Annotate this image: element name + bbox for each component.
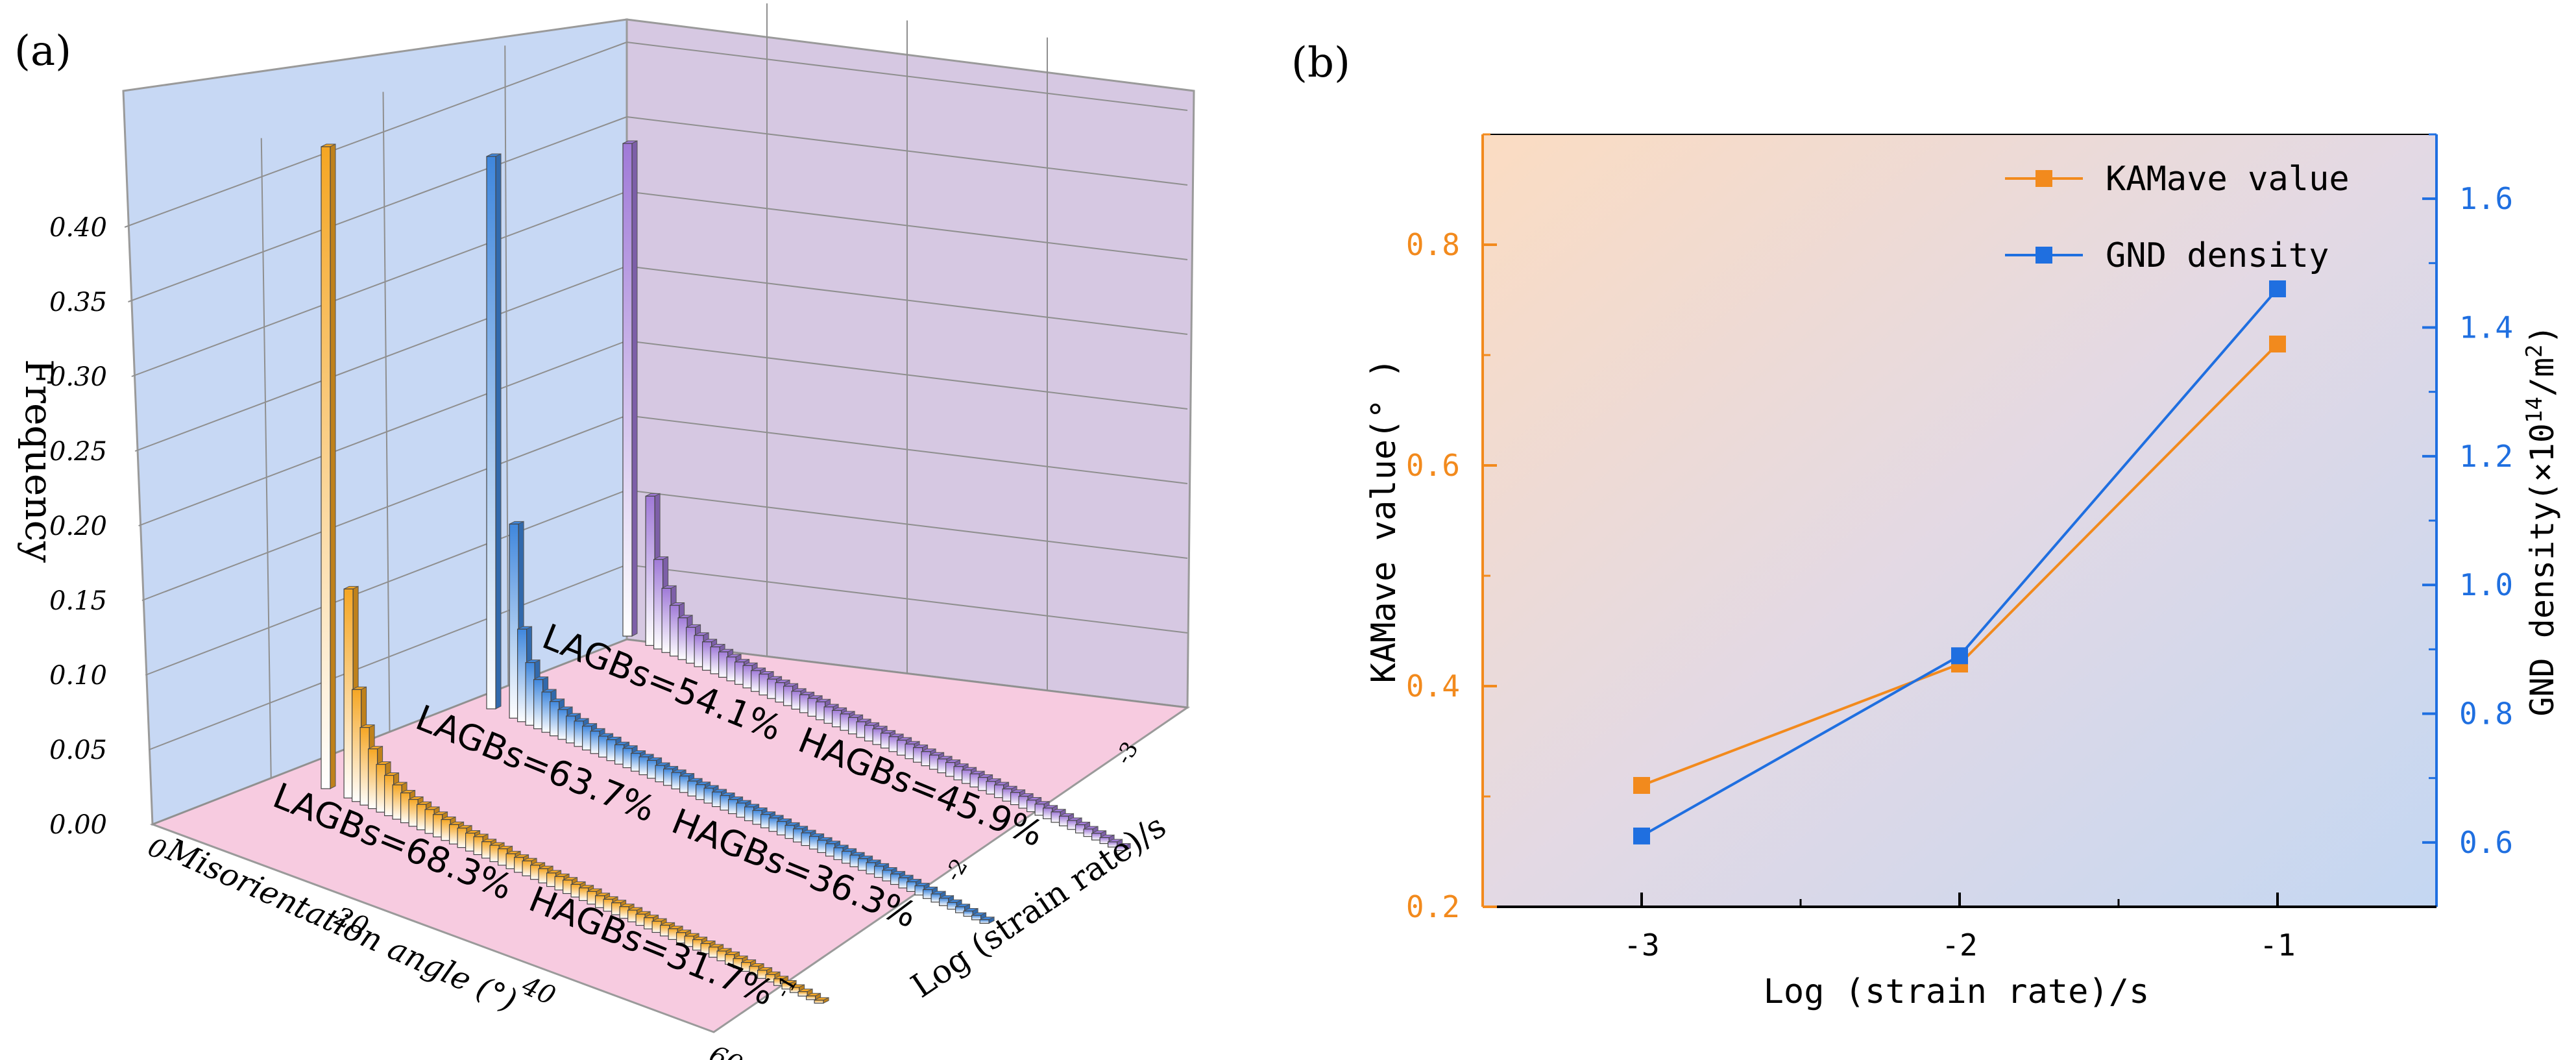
x-tick-label: -1	[2259, 928, 2295, 963]
panel-b-label: (b)	[1291, 39, 1350, 87]
bar	[486, 153, 502, 709]
legend-marker-gnd	[2035, 247, 2052, 264]
y2-title-unit: /m	[2523, 358, 2561, 397]
panel-a-label: (a)	[14, 27, 71, 75]
y-tick-label: 0.8	[1406, 227, 1460, 262]
y-tick-label: 0.40	[49, 213, 107, 243]
y-tick-label: 0.4	[1406, 669, 1460, 704]
y-tick-label: 0.35	[49, 288, 107, 317]
y-axis-title: Frequency	[17, 359, 61, 563]
bar-series	[486, 153, 995, 924]
y-tick-label: 0.30	[49, 362, 107, 392]
x-tick-label: -2	[1941, 928, 1977, 963]
tick-labels: 0.000.050.100.150.200.250.300.350.400204…	[49, 213, 1144, 1060]
y-gridline	[128, 116, 627, 302]
y2-title-exp: 14	[2521, 397, 2547, 423]
x-gridline-wall	[504, 45, 509, 686]
y2-title-exp2: 2	[2521, 344, 2547, 357]
y2-tick-label: 1.4	[2459, 310, 2513, 345]
bar	[979, 916, 995, 924]
y-gridline	[141, 415, 627, 601]
data-point	[1633, 777, 1650, 794]
data-point	[2269, 280, 2286, 297]
x-axis-title-b: Log (strain rate)/s	[1764, 972, 2150, 1011]
legend-marker-kam	[2035, 170, 2052, 187]
y-tick-label: 0.05	[49, 735, 107, 765]
y-tick-label: 0.00	[49, 810, 107, 840]
y-tick-label: 0.25	[49, 437, 107, 467]
y2-tick-label: 0.8	[2459, 696, 2513, 732]
data-point	[2269, 336, 2286, 352]
bar-series	[321, 143, 829, 1004]
x-tick-label: 40	[517, 970, 560, 1011]
x-gridline-wall	[382, 92, 391, 732]
y2-title-main: GND density(×10	[2523, 423, 2561, 717]
y-tick-label: 0.20	[49, 512, 107, 541]
y2-axis-title-b: GND density(×1014/m2)	[2521, 325, 2561, 716]
panel-b: (b) 0.2 0.4 0.6 0.8 0.6 0.8 1.0 1.2 1.4 1.6 -3 -2 -1…	[1291, 39, 2561, 1011]
bar-series	[622, 140, 1131, 852]
y2-tick-label: 1.6	[2459, 181, 2513, 216]
y2-title-close: )	[2523, 325, 2561, 344]
x-tick-label: -3	[1623, 928, 1659, 963]
y-tick-label: 0.10	[49, 661, 107, 691]
x-tick-label: 60	[705, 1040, 747, 1060]
y-gridline	[138, 340, 627, 526]
x-gridline-wall	[260, 138, 272, 778]
back-wall	[626, 18, 1195, 709]
y-tick-label: 0.2	[1406, 889, 1460, 924]
y-tick-label: 0.15	[49, 586, 107, 616]
axes: 0.2 0.4 0.6 0.8 0.6 0.8 1.0 1.2 1.4 1.6 -3 -2 -1	[1406, 133, 2513, 963]
bar	[789, 984, 805, 993]
line-series-group	[1633, 280, 2286, 844]
y-gridline	[134, 265, 627, 452]
bar	[321, 143, 336, 789]
legend-label-kam: KAMave value	[2106, 160, 2350, 199]
bar	[797, 988, 813, 997]
y-axis-title-b: KAMave value(° )	[1365, 358, 1403, 684]
y2-tick-label: 1.0	[2459, 567, 2513, 602]
y2-tick-label: 0.6	[2459, 825, 2513, 860]
bar-series-group	[321, 140, 1131, 1004]
y-gridline	[124, 42, 627, 228]
bar	[1115, 843, 1131, 852]
bar	[805, 992, 821, 1000]
bar	[971, 912, 987, 920]
data-point	[1951, 647, 1968, 665]
bar	[814, 997, 829, 1004]
bar	[622, 140, 638, 637]
grid-lines	[124, 3, 1188, 825]
legend-label-gnd: GND density	[2106, 236, 2329, 275]
legend: KAMave value GND density	[2005, 160, 2350, 275]
y-gridline	[131, 191, 627, 377]
y2-tick-label: 1.2	[2459, 439, 2513, 474]
panel-a: (a) 0.00 0.05 0.10 0.15 0.20 0.25 0.30 0.35 0.40…	[14, 3, 1195, 1060]
y-tick-label: 0.6	[1406, 448, 1460, 483]
y-gridline	[149, 564, 627, 750]
data-point	[1633, 827, 1650, 844]
y-gridline	[145, 489, 627, 676]
